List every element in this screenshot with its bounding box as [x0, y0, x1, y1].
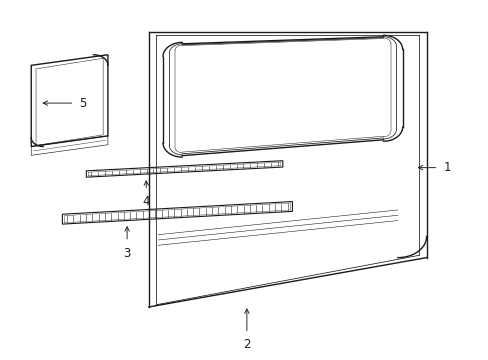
Text: 1: 1	[443, 161, 450, 174]
Text: 4: 4	[142, 195, 150, 208]
Text: 3: 3	[123, 247, 130, 260]
Text: 5: 5	[79, 96, 86, 109]
Text: 2: 2	[243, 338, 250, 351]
